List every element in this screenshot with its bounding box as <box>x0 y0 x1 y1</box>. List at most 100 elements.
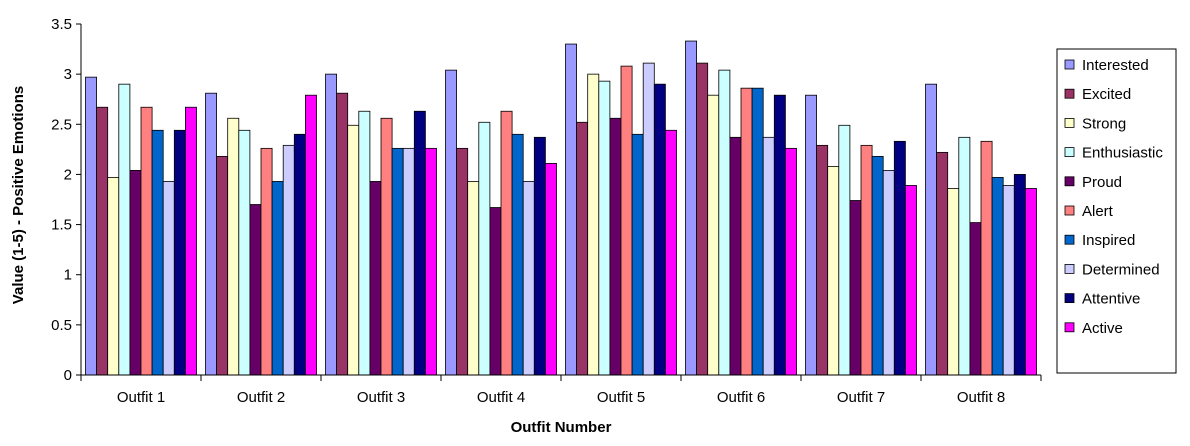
x-tick-label: Outfit 8 <box>957 389 1005 406</box>
bar-alert-2 <box>260 147 273 376</box>
bar-alert-6 <box>740 87 753 376</box>
bar-enthusiastic-8 <box>958 136 971 376</box>
bar-attentive-5 <box>653 83 666 376</box>
bar-determined-7 <box>882 170 895 376</box>
bar-determined-5 <box>642 62 655 376</box>
bar-strong-6 <box>707 94 720 376</box>
y-axis-title: Value (1-5) - Positive Emotions <box>10 86 27 304</box>
x-tick-label: Outfit 1 <box>117 389 165 406</box>
bar-interested-1 <box>85 76 98 376</box>
bar-alert-5 <box>620 65 633 376</box>
bar-interested-8 <box>925 83 938 376</box>
bar-excited-5 <box>576 121 589 376</box>
bar-proud-1 <box>129 170 142 376</box>
legend-swatch-interested <box>1064 59 1075 70</box>
bar-proud-7 <box>849 200 862 376</box>
bar-interested-6 <box>685 40 698 376</box>
bar-excited-2 <box>216 155 229 376</box>
bar-alert-1 <box>140 106 153 376</box>
bar-inspired-7 <box>871 155 884 376</box>
bar-strong-3 <box>347 124 360 376</box>
bars-layer <box>85 40 1037 376</box>
y-tick-label: 1.5 <box>51 217 72 234</box>
bar-proud-8 <box>969 222 982 376</box>
bar-active-5 <box>665 129 677 376</box>
x-tick-label: Outfit 3 <box>357 389 405 406</box>
bar-inspired-3 <box>391 147 404 376</box>
legend-swatch-active <box>1064 322 1075 333</box>
bar-active-8 <box>1025 188 1037 376</box>
legend-swatch-determined <box>1064 263 1075 274</box>
y-tick-label: 0.5 <box>51 317 72 334</box>
bar-determined-8 <box>1002 185 1015 376</box>
bar-inspired-1 <box>151 129 164 376</box>
bar-inspired-4 <box>511 133 524 376</box>
y-tick-label: 2.5 <box>51 116 72 133</box>
bar-enthusiastic-5 <box>598 80 611 376</box>
x-axis-title: Outfit Number <box>511 419 612 436</box>
bar-interested-7 <box>805 94 818 376</box>
bar-proud-5 <box>609 117 622 376</box>
bar-strong-2 <box>227 117 240 376</box>
bar-strong-7 <box>827 166 840 376</box>
bar-strong-5 <box>587 73 600 376</box>
bar-attentive-2 <box>293 133 306 376</box>
legend-swatch-excited <box>1064 88 1075 99</box>
bar-alert-4 <box>500 110 513 376</box>
x-axis-tick-labels: Outfit 1 Outfit 2 Outfit 3 Outfit 4 Outfit 5… <box>117 389 1005 406</box>
bar-enthusiastic-2 <box>238 129 251 376</box>
bar-inspired-6 <box>751 87 764 376</box>
legend-label-active: Active <box>1082 320 1123 337</box>
y-axis-tick-labels: 0 0.5 1 1.5 2 2.5 3 3.5 <box>51 16 72 384</box>
bar-attentive-1 <box>173 129 186 376</box>
bar-active-1 <box>184 106 197 376</box>
bar-determined-2 <box>282 144 295 376</box>
legend-swatch-proud <box>1064 176 1075 187</box>
bar-excited-6 <box>696 62 709 376</box>
legend-box <box>1056 48 1177 374</box>
x-tick-label: Outfit 6 <box>717 389 765 406</box>
bar-inspired-2 <box>271 181 284 376</box>
y-tick-label: 3.5 <box>51 16 72 33</box>
bar-excited-8 <box>936 151 949 376</box>
bar-inspired-5 <box>631 133 644 376</box>
legend: Interested Excited Strong Enthusiastic Proud… <box>1056 48 1177 374</box>
bar-enthusiastic-7 <box>838 124 851 376</box>
bar-excited-1 <box>96 106 109 376</box>
legend-label-determined: Determined <box>1082 261 1160 278</box>
bar-proud-6 <box>729 136 742 376</box>
bar-enthusiastic-1 <box>118 83 131 376</box>
y-tick-label: 2 <box>64 166 72 183</box>
y-tick-label: 0 <box>64 367 72 384</box>
bar-active-4 <box>545 162 557 376</box>
bar-excited-3 <box>336 92 349 376</box>
bar-active-2 <box>304 94 317 376</box>
bar-interested-4 <box>445 69 458 376</box>
bar-inspired-8 <box>991 177 1004 376</box>
bar-proud-3 <box>369 181 382 376</box>
legend-label-inspired: Inspired <box>1082 232 1135 249</box>
bar-determined-6 <box>762 136 775 376</box>
bar-strong-1 <box>107 177 120 376</box>
bar-attentive-8 <box>1013 174 1026 376</box>
bar-active-3 <box>424 147 437 376</box>
legend-swatch-attentive <box>1064 293 1075 304</box>
bar-proud-4 <box>489 207 502 376</box>
bar-alert-3 <box>380 117 393 376</box>
y-tick-label: 3 <box>64 66 72 83</box>
legend-label-strong: Strong <box>1082 115 1126 132</box>
legend-label-interested: Interested <box>1082 57 1149 74</box>
bar-proud-2 <box>249 204 262 376</box>
x-tick-label: Outfit 5 <box>597 389 645 406</box>
bar-determined-3 <box>402 147 415 376</box>
bar-active-7 <box>905 185 917 376</box>
bar-attentive-3 <box>413 110 426 376</box>
bar-interested-3 <box>325 73 338 376</box>
legend-label-alert: Alert <box>1082 203 1114 220</box>
bar-alert-7 <box>860 144 873 376</box>
legend-label-attentive: Attentive <box>1082 291 1140 308</box>
bar-alert-8 <box>980 140 993 376</box>
bar-enthusiastic-6 <box>718 69 731 376</box>
x-tick-label: Outfit 4 <box>477 389 525 406</box>
